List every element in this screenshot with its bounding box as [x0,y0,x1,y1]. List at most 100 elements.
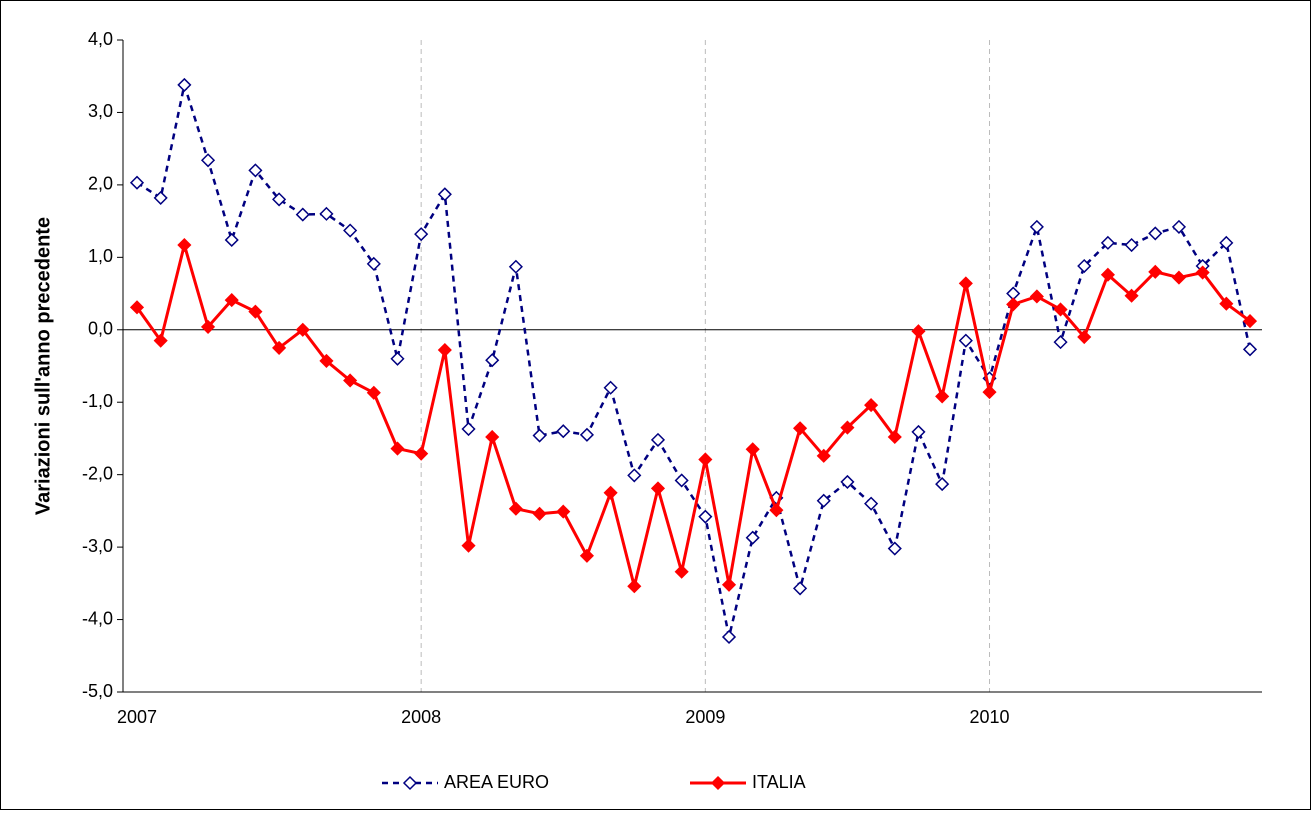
marker [153,190,168,205]
marker [840,474,855,489]
marker [1171,219,1187,234]
marker [579,427,594,442]
y-tick-label: -4,0 [82,608,113,628]
marker [200,153,216,168]
marker [793,421,808,436]
marker [1077,329,1092,345]
y-tick-label: -3,0 [82,536,113,556]
marker [887,429,902,445]
marker [721,577,737,592]
marker [816,493,831,508]
marker [1195,265,1210,280]
marker [129,300,145,315]
marker [390,441,405,456]
marker [698,452,713,467]
marker [1242,342,1258,357]
y-axis-title: Variazioni sull'anno precedente [32,217,54,515]
marker [816,448,831,463]
marker [1053,335,1068,350]
marker [129,175,145,190]
marker [414,227,429,242]
marker [935,389,950,404]
marker [153,333,168,348]
marker [200,319,216,334]
marker [603,380,618,395]
marker [1219,235,1234,250]
marker [508,501,523,516]
marker [532,506,547,521]
marker [674,564,689,579]
x-tick-label: 2007 [117,707,157,727]
marker [674,473,689,488]
marker [1029,289,1044,304]
marker [224,232,239,248]
marker [721,629,737,645]
marker [1148,264,1163,279]
marker [887,541,902,556]
marker [485,429,500,445]
marker [366,385,381,400]
marker [556,424,571,439]
marker [982,385,997,400]
marker [769,503,784,518]
marker [508,259,523,274]
marker [864,496,879,511]
marker [485,353,500,368]
marker [745,442,760,457]
marker [627,468,642,483]
marker [698,509,713,524]
marker [532,428,547,443]
y-tick-label: 1,0 [88,246,113,266]
marker [177,77,192,92]
marker [248,163,263,178]
marker [1006,297,1021,312]
marker [343,223,358,238]
legend-label: AREA EURO [444,772,549,792]
marker [793,581,808,596]
marker [461,538,476,553]
marker [1171,270,1187,285]
y-tick-label: 3,0 [88,101,113,121]
marker [1219,296,1234,311]
marker [603,485,618,500]
marker [295,322,310,337]
marker [864,398,879,413]
marker [177,237,192,253]
marker [437,187,452,202]
y-tick-label: -5,0 [82,681,113,701]
marker [1053,302,1068,317]
marker [911,324,926,339]
marker [319,353,334,368]
x-tick-label: 2009 [685,707,725,727]
marker [343,373,358,388]
marker [272,340,287,355]
marker [248,304,263,319]
marker [958,333,973,348]
legend-label: ITALIA [752,772,806,792]
marker [650,432,666,447]
marker [1148,226,1163,241]
marker [390,351,405,366]
marker [437,343,452,358]
marker [366,256,381,271]
marker [627,579,642,594]
x-tick-label: 2008 [401,707,441,727]
marker [911,424,926,439]
marker [935,477,950,492]
marker [1124,288,1139,303]
marker [295,207,310,222]
y-tick-label: 2,0 [88,174,113,194]
marker [1100,235,1115,250]
marker [1100,267,1115,282]
marker [1124,237,1139,253]
marker [461,421,476,437]
marker [579,548,594,563]
marker [650,481,666,496]
marker [414,446,429,461]
marker [1242,314,1258,329]
series-line [135,239,1251,587]
legend-marker [402,775,418,791]
y-tick-label: 4,0 [88,29,113,49]
marker [840,420,855,435]
